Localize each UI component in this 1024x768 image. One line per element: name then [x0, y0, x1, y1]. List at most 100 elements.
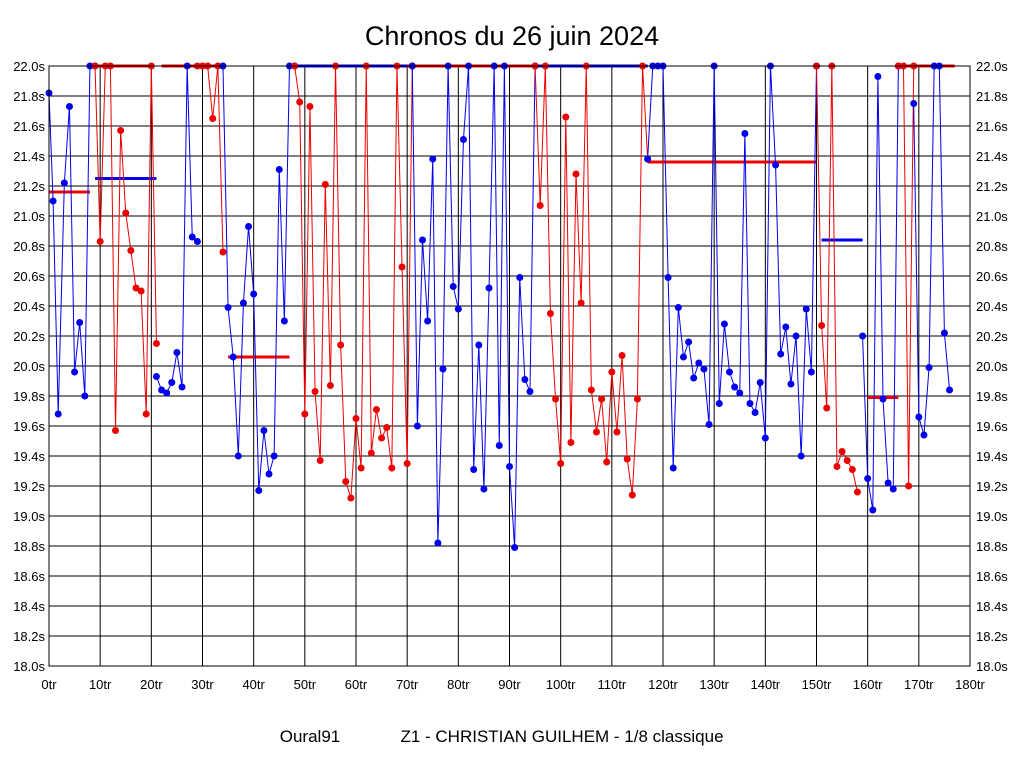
- red-data-point: [132, 284, 140, 292]
- red-data-point: [403, 460, 411, 467]
- red-data-point: [618, 352, 626, 359]
- y-tick-label-left: 19.6s: [13, 419, 45, 434]
- blue-data-point: [260, 427, 268, 434]
- blue-data-point: [802, 305, 810, 313]
- blue-data-point: [720, 320, 728, 328]
- blue-data-point: [915, 413, 923, 421]
- blue-data-point: [459, 136, 467, 143]
- blue-data-point: [884, 479, 892, 487]
- blue-data-point: [731, 383, 739, 391]
- red-data-point: [536, 202, 544, 209]
- blue-data-point: [751, 409, 759, 416]
- blue-data-point: [485, 284, 493, 292]
- series-blue-2: [152, 62, 201, 397]
- blue-data-point: [679, 353, 687, 361]
- red-data-point: [838, 448, 846, 455]
- series-red-4: [531, 62, 652, 499]
- blue-data-point: [690, 374, 698, 382]
- blue-data-point: [439, 365, 447, 373]
- y-tick-label-right: 19.2s: [976, 479, 1008, 494]
- y-tick-label-right: 19.0s: [976, 509, 1008, 524]
- footer-pilot: Oural91: [280, 727, 340, 746]
- x-tick-label: 170tr: [904, 677, 934, 692]
- blue-data-point: [449, 283, 457, 290]
- blue-data-point: [245, 223, 253, 230]
- red-data-point: [127, 247, 135, 254]
- red-data-point: [598, 395, 606, 403]
- blue-data-point: [782, 323, 790, 331]
- red-data-point: [342, 478, 350, 485]
- blue-data-point: [705, 421, 713, 428]
- y-tick-label-right: 20.4s: [976, 299, 1008, 314]
- blue-data-point: [65, 103, 73, 110]
- y-tick-label-right: 22.0s: [976, 59, 1008, 74]
- red-series-line: [294, 65, 413, 499]
- y-tick-label-right: 18.0s: [976, 659, 1008, 674]
- y-tick-label-right: 19.4s: [976, 449, 1008, 464]
- y-tick-label-left: 21.0s: [13, 209, 45, 224]
- blue-data-point: [506, 463, 513, 470]
- blue-data-point: [275, 166, 283, 173]
- blue-data-point: [879, 395, 887, 403]
- axes: 18.0s 18.0s 18.2s 18.2s 18.4s 18.4s 18.6s 18.6s…: [13, 59, 1008, 692]
- red-data-point: [219, 248, 227, 256]
- series-red-5: [813, 62, 861, 496]
- chart-title: Chronos du 26 juin 2024: [365, 21, 659, 51]
- y-tick-label-left: 18.4s: [13, 599, 45, 614]
- red-data-point: [152, 340, 160, 347]
- x-tick-label: 130tr: [699, 677, 729, 692]
- blue-data-point: [234, 452, 242, 460]
- red-data-point: [122, 209, 130, 217]
- y-tick-label-left: 18.8s: [13, 539, 45, 554]
- blue-data-point: [516, 274, 524, 281]
- blue-data-point: [792, 332, 800, 340]
- red-data-point: [142, 410, 150, 418]
- blue-data-point: [715, 400, 723, 407]
- y-tick-label-right: 19.8s: [976, 389, 1008, 404]
- blue-data-point: [726, 368, 734, 376]
- red-data-point: [546, 310, 554, 317]
- series: [45, 62, 954, 551]
- y-tick-label-left: 19.2s: [13, 479, 45, 494]
- blue-data-point: [685, 338, 693, 346]
- y-tick-label-right: 21.0s: [976, 209, 1008, 224]
- plot-frame: [48, 65, 971, 667]
- y-tick-label-left: 19.8s: [13, 389, 45, 404]
- y-tick-label-left: 18.0s: [13, 659, 45, 674]
- blue-data-point: [925, 364, 933, 371]
- x-tick-label: 50tr: [294, 677, 317, 692]
- red-data-point: [383, 424, 391, 431]
- x-tick-label: 70tr: [396, 677, 419, 692]
- blue-series-line: [48, 65, 96, 415]
- red-data-point: [112, 427, 120, 434]
- blue-data-point: [736, 389, 744, 397]
- red-data-point: [833, 463, 841, 470]
- red-data-point: [347, 494, 355, 502]
- y-tick-label-left: 21.2s: [13, 179, 45, 194]
- x-tick-label: 10tr: [89, 677, 112, 692]
- y-tick-label-right: 20.0s: [976, 359, 1008, 374]
- blue-data-point: [777, 350, 785, 358]
- red-data-point: [848, 466, 856, 473]
- blue-data-point: [644, 155, 652, 163]
- red-data-point: [96, 238, 104, 245]
- y-tick-label-left: 20.2s: [13, 329, 45, 344]
- y-tick-label-left: 22.0s: [13, 59, 45, 74]
- blue-data-point: [946, 386, 954, 394]
- blue-data-point: [193, 238, 201, 245]
- red-data-point: [577, 299, 585, 307]
- red-data-point: [552, 395, 560, 403]
- series-red-3: [291, 62, 416, 502]
- y-tick-label-right: 19.6s: [976, 419, 1008, 434]
- y-tick-label-left: 20.0s: [13, 359, 45, 374]
- red-data-point: [326, 382, 334, 389]
- red-data-point: [567, 439, 575, 446]
- red-data-point: [818, 322, 826, 329]
- blue-data-point: [168, 379, 176, 386]
- red-data-point: [357, 464, 365, 472]
- blue-data-point: [71, 368, 79, 376]
- red-data-point: [209, 115, 217, 122]
- x-tick-label: 40tr: [242, 677, 265, 692]
- red-data-point: [587, 386, 595, 394]
